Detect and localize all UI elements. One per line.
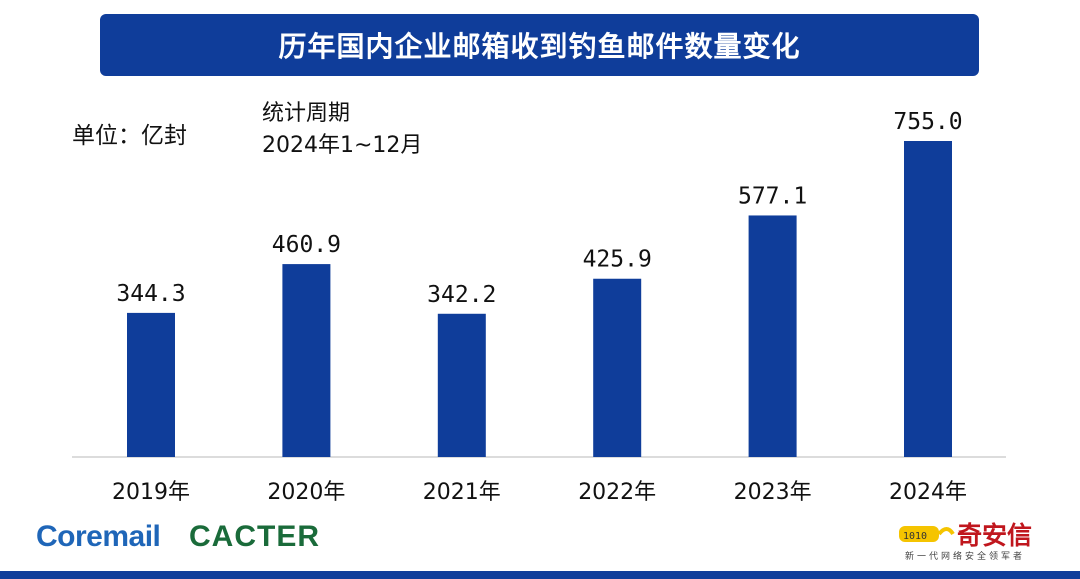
x-tick-label: 2022年 xyxy=(578,480,656,505)
footer-bar xyxy=(0,571,1080,579)
qax-mascot-icon: 1010 xyxy=(899,526,955,542)
chart-title: 历年国内企业邮箱收到钓鱼邮件数量变化 xyxy=(278,30,801,63)
bar xyxy=(437,313,486,457)
bar-value-label: 460.9 xyxy=(272,232,341,258)
bar xyxy=(593,278,642,457)
bar-value-label: 342.2 xyxy=(427,282,496,308)
bar-value-label: 425.9 xyxy=(583,247,652,273)
coremail-logo: Coremail xyxy=(36,520,161,553)
qax-slogan: 新一代网络安全领军者 xyxy=(905,552,1026,562)
unit-label: 单位：亿封 xyxy=(72,123,187,149)
cacter-logo: CACTER xyxy=(189,520,320,553)
x-tick-label: 2019年 xyxy=(112,480,190,505)
bar xyxy=(748,215,797,457)
qax-name: 奇安信 xyxy=(957,521,1033,550)
x-tick-label: 2023年 xyxy=(734,480,812,505)
bar xyxy=(904,141,952,457)
svg-text:1010: 1010 xyxy=(903,531,927,542)
title-banner: 历年国内企业邮箱收到钓鱼邮件数量变化 xyxy=(100,14,979,76)
bar-value-label: 755.0 xyxy=(893,109,962,135)
bar xyxy=(127,312,175,457)
qax-logo: 1010 奇安信 新一代网络安全领军者 xyxy=(895,516,1055,564)
x-tick-label: 2020年 xyxy=(267,480,345,505)
bar-value-label: 344.3 xyxy=(116,281,185,307)
period-block: 统计周期 2024年1~12月 xyxy=(262,98,422,162)
x-tick-label: 2021年 xyxy=(423,480,501,505)
period-label: 统计周期 xyxy=(262,101,351,126)
bar xyxy=(282,264,331,457)
x-tick-label: 2024年 xyxy=(889,480,967,505)
bar-value-label: 577.1 xyxy=(738,183,807,209)
period-range: 2024年1~12月 xyxy=(262,133,423,158)
